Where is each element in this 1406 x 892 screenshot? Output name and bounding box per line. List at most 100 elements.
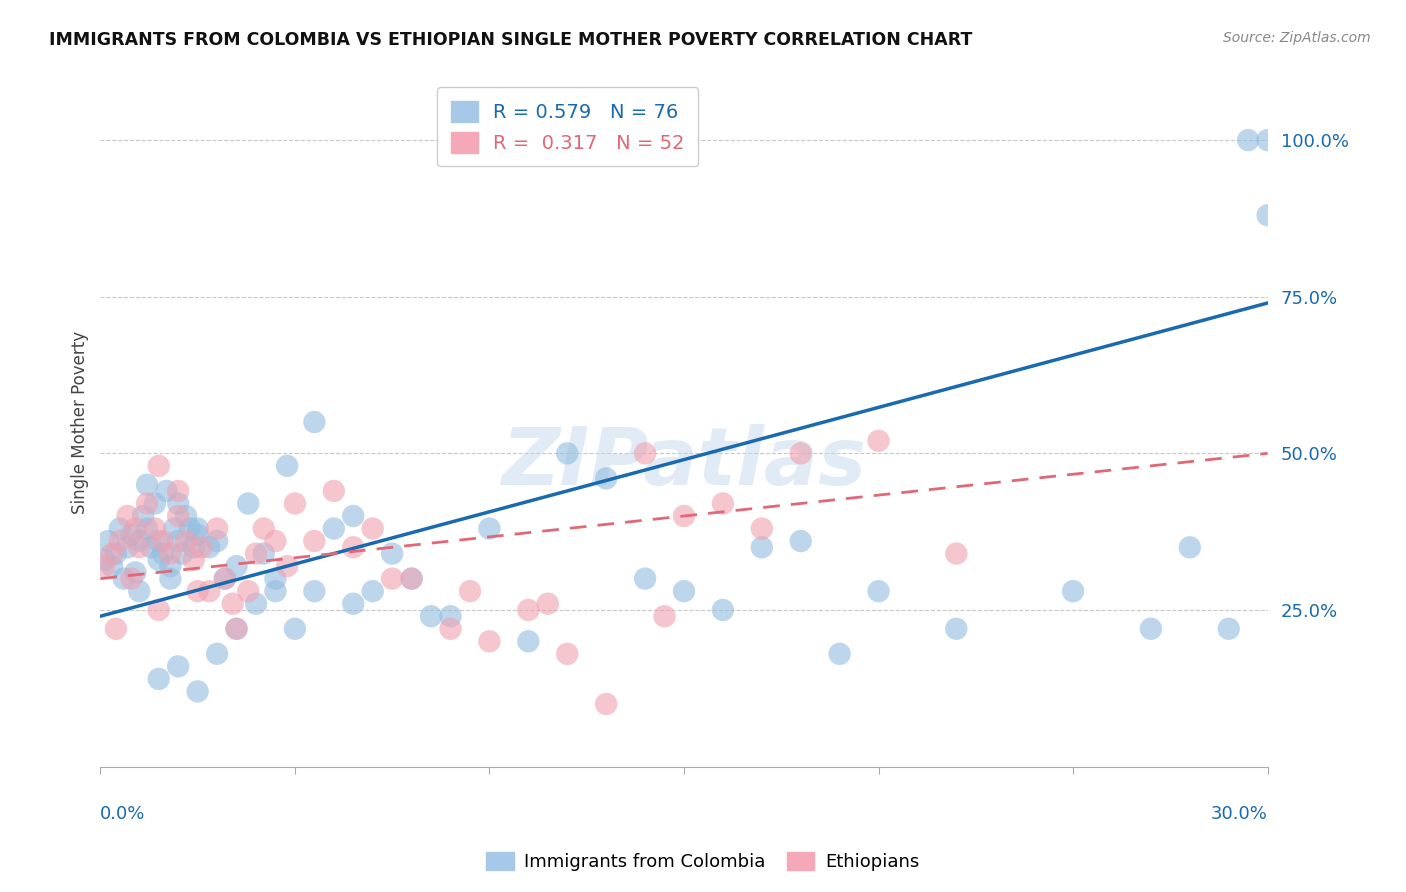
Text: 0.0%: 0.0%	[100, 805, 146, 823]
Point	[537, 597, 560, 611]
Point	[179, 522, 201, 536]
Point	[187, 522, 209, 536]
Point	[159, 559, 181, 574]
Point	[152, 547, 174, 561]
Point	[439, 609, 461, 624]
Text: IMMIGRANTS FROM COLOMBIA VS ETHIOPIAN SINGLE MOTHER POVERTY CORRELATION CHART: IMMIGRANTS FROM COLOMBIA VS ETHIOPIAN SI…	[49, 31, 973, 49]
Point	[264, 584, 287, 599]
Point	[654, 609, 676, 624]
Text: ZIPatlas: ZIPatlas	[502, 425, 866, 502]
Point	[167, 534, 190, 549]
Point	[163, 522, 186, 536]
Point	[245, 597, 267, 611]
Point	[361, 584, 384, 599]
Legend: R = 0.579   N = 76, R =  0.317   N = 52: R = 0.579 N = 76, R = 0.317 N = 52	[437, 87, 699, 167]
Point	[225, 559, 247, 574]
Point	[304, 534, 326, 549]
Point	[121, 572, 143, 586]
Point	[245, 547, 267, 561]
Point	[238, 496, 260, 510]
Point	[1218, 622, 1240, 636]
Point	[401, 572, 423, 586]
Point	[225, 622, 247, 636]
Point	[595, 697, 617, 711]
Point	[1140, 622, 1163, 636]
Point	[381, 572, 404, 586]
Point	[190, 541, 212, 555]
Y-axis label: Single Mother Poverty: Single Mother Poverty	[72, 330, 89, 514]
Point	[205, 522, 228, 536]
Point	[167, 496, 190, 510]
Point	[304, 415, 326, 429]
Point	[128, 584, 150, 599]
Point	[97, 534, 120, 549]
Point	[478, 522, 501, 536]
Point	[595, 471, 617, 485]
Point	[139, 541, 162, 555]
Point	[205, 534, 228, 549]
Point	[124, 566, 146, 580]
Point	[143, 522, 166, 536]
Point	[128, 534, 150, 549]
Point	[148, 553, 170, 567]
Point	[101, 547, 124, 561]
Point	[439, 622, 461, 636]
Point	[945, 547, 967, 561]
Point	[253, 547, 276, 561]
Point	[751, 541, 773, 555]
Point	[868, 584, 890, 599]
Point	[458, 584, 481, 599]
Point	[342, 597, 364, 611]
Point	[167, 659, 190, 673]
Point	[1257, 133, 1279, 147]
Point	[276, 458, 298, 473]
Point	[183, 541, 205, 555]
Point	[868, 434, 890, 448]
Point	[1178, 541, 1201, 555]
Point	[170, 547, 193, 561]
Point	[711, 603, 734, 617]
Point	[174, 534, 197, 549]
Point	[155, 483, 177, 498]
Point	[264, 572, 287, 586]
Point	[124, 522, 146, 536]
Point	[198, 584, 221, 599]
Point	[93, 553, 115, 567]
Point	[284, 496, 307, 510]
Point	[148, 458, 170, 473]
Legend: Immigrants from Colombia, Ethiopians: Immigrants from Colombia, Ethiopians	[479, 845, 927, 879]
Point	[1237, 133, 1260, 147]
Point	[214, 572, 236, 586]
Point	[672, 584, 695, 599]
Point	[108, 534, 131, 549]
Point	[132, 508, 155, 523]
Point	[104, 547, 127, 561]
Point	[828, 647, 851, 661]
Point	[136, 522, 159, 536]
Point	[148, 672, 170, 686]
Point	[104, 622, 127, 636]
Point	[1062, 584, 1084, 599]
Point	[93, 559, 115, 574]
Point	[276, 559, 298, 574]
Point	[128, 541, 150, 555]
Point	[517, 634, 540, 648]
Point	[342, 541, 364, 555]
Point	[342, 508, 364, 523]
Point	[420, 609, 443, 624]
Point	[183, 553, 205, 567]
Point	[945, 622, 967, 636]
Point	[555, 647, 578, 661]
Point	[322, 483, 344, 498]
Point	[121, 528, 143, 542]
Point	[361, 522, 384, 536]
Point	[136, 477, 159, 491]
Point	[187, 528, 209, 542]
Text: Source: ZipAtlas.com: Source: ZipAtlas.com	[1223, 31, 1371, 45]
Point	[478, 634, 501, 648]
Point	[264, 534, 287, 549]
Point	[117, 541, 139, 555]
Point	[221, 597, 243, 611]
Point	[159, 547, 181, 561]
Point	[136, 496, 159, 510]
